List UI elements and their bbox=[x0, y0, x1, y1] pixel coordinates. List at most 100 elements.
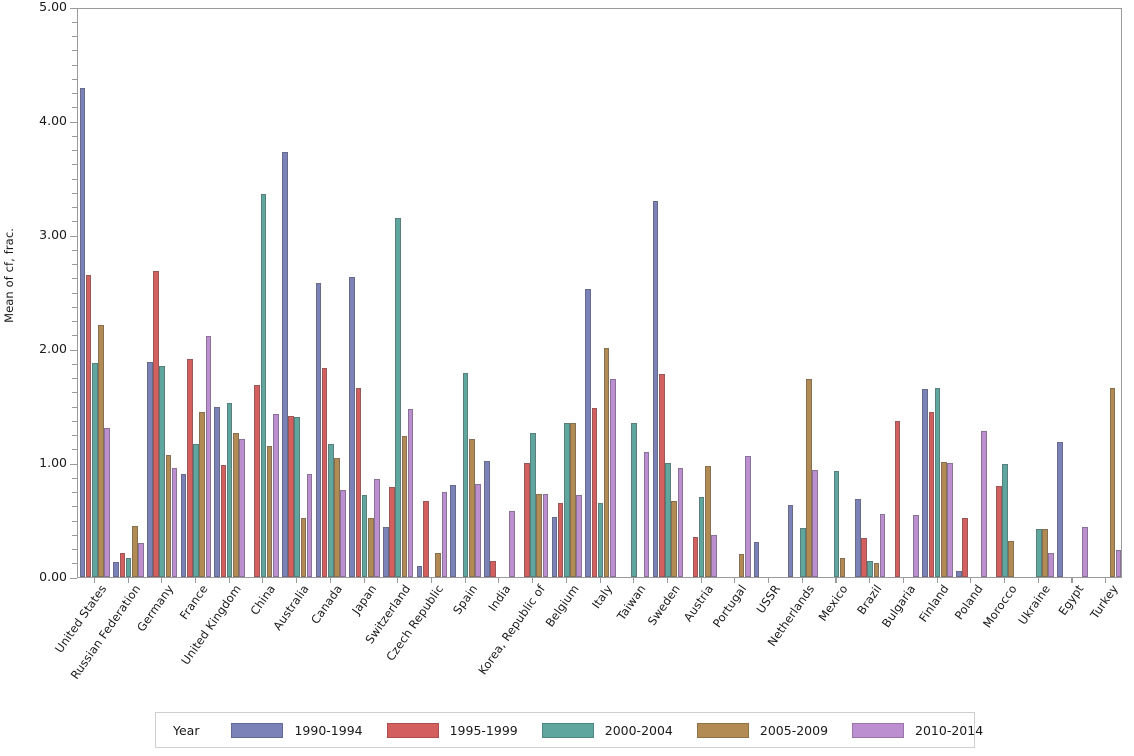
bar bbox=[104, 427, 111, 577]
bar bbox=[1035, 529, 1042, 577]
bar bbox=[79, 87, 86, 577]
bar bbox=[692, 537, 699, 577]
bar bbox=[610, 378, 616, 577]
x-tick-mark bbox=[700, 578, 702, 583]
bar bbox=[374, 478, 380, 577]
y-tick-mark bbox=[70, 7, 77, 9]
y-tick-minor-mark bbox=[72, 378, 77, 380]
x-tick-mark bbox=[734, 578, 736, 583]
legend-entry[interactable]: 2005-2009 bbox=[696, 722, 828, 738]
bar bbox=[956, 571, 962, 577]
x-tick-label-text: Korea, Republic of bbox=[474, 582, 548, 678]
x-tick-mark bbox=[1071, 578, 1073, 583]
legend-label: 2010-2014 bbox=[915, 722, 984, 738]
bar bbox=[705, 466, 711, 577]
bar bbox=[1002, 464, 1008, 577]
bar bbox=[576, 494, 582, 577]
bar bbox=[205, 336, 212, 577]
legend-entry[interactable]: 1990-1994 bbox=[231, 722, 363, 738]
bar bbox=[214, 407, 221, 577]
x-tick-label-text: Japan bbox=[348, 582, 379, 617]
bar bbox=[940, 461, 947, 577]
x-tick-mark bbox=[835, 578, 837, 583]
x-tick-label-text: Egypt bbox=[1055, 582, 1087, 618]
bar bbox=[806, 378, 812, 577]
legend-entry[interactable]: 1995-1999 bbox=[386, 722, 518, 738]
y-tick-minor-mark bbox=[72, 207, 77, 209]
legend-label: 2000-2004 bbox=[604, 722, 673, 738]
bar bbox=[85, 274, 92, 577]
bar bbox=[536, 493, 543, 577]
x-tick-mark bbox=[801, 578, 803, 583]
x-tick-label-text: Canada bbox=[308, 582, 346, 627]
y-tick-minor-mark bbox=[72, 36, 77, 38]
bar bbox=[524, 463, 530, 577]
y-tick-minor-mark bbox=[72, 249, 77, 251]
bar bbox=[894, 420, 901, 577]
bar bbox=[787, 505, 794, 577]
y-tick-minor-mark bbox=[72, 335, 77, 337]
bar bbox=[226, 402, 233, 577]
bar bbox=[422, 500, 429, 577]
bar bbox=[383, 526, 389, 577]
bar bbox=[294, 417, 300, 577]
y-tick-minor-mark bbox=[72, 563, 77, 565]
y-tick-minor-mark bbox=[72, 150, 77, 152]
y-axis-tick-labels: 0.00 1.00 2.00 3.00 4.00 5.00 bbox=[10, 0, 67, 586]
bars-layer bbox=[78, 9, 1122, 577]
y-tick-minor-mark bbox=[72, 50, 77, 52]
bar bbox=[159, 366, 166, 577]
legend-entry[interactable]: 2000-2004 bbox=[541, 722, 673, 738]
x-tick-label-text: Bulgaria bbox=[878, 582, 919, 631]
x-tick-mark bbox=[970, 578, 972, 583]
x-tick-label-text: Finland bbox=[916, 582, 953, 625]
bar bbox=[273, 413, 279, 577]
y-tick-label: 1.00 bbox=[39, 455, 67, 470]
x-tick-label-text: USSR bbox=[753, 582, 784, 616]
bar bbox=[658, 374, 665, 577]
legend-title: Year bbox=[173, 722, 200, 738]
bar bbox=[349, 277, 355, 577]
x-tick-mark bbox=[599, 578, 601, 583]
y-tick-minor-mark bbox=[72, 492, 77, 494]
x-tick-label-text: China bbox=[247, 582, 278, 618]
bar bbox=[744, 456, 751, 577]
y-tick-minor-mark bbox=[72, 406, 77, 408]
bar bbox=[98, 325, 104, 577]
bar bbox=[186, 359, 193, 577]
bar bbox=[260, 193, 267, 577]
bar bbox=[1115, 549, 1122, 577]
y-tick-minor-mark bbox=[72, 292, 77, 294]
bar bbox=[867, 561, 873, 577]
legend-swatch bbox=[696, 722, 749, 738]
bar bbox=[1082, 526, 1088, 577]
bar bbox=[1057, 442, 1063, 577]
x-tick-label-text: United Kingdom bbox=[178, 582, 245, 668]
y-tick-label: 5.00 bbox=[39, 0, 67, 14]
x-tick-mark bbox=[869, 578, 871, 583]
bar bbox=[281, 151, 288, 577]
y-tick-minor-mark bbox=[72, 192, 77, 194]
y-tick-label: 4.00 bbox=[39, 113, 67, 128]
bar bbox=[138, 542, 144, 577]
bar bbox=[677, 467, 684, 577]
y-tick-minor-mark bbox=[72, 534, 77, 536]
bar bbox=[947, 463, 953, 577]
bar bbox=[435, 553, 441, 577]
bar bbox=[490, 561, 496, 577]
legend-entries: 1990-1994 1995-1999 2000-2004 2005-2009 2010… bbox=[207, 722, 984, 738]
x-tick-mark bbox=[1004, 578, 1006, 583]
bar bbox=[389, 486, 395, 577]
bar bbox=[980, 431, 987, 577]
legend-entry[interactable]: 2010-2014 bbox=[852, 722, 984, 738]
bar bbox=[934, 387, 941, 577]
x-tick-mark bbox=[430, 578, 433, 583]
bar bbox=[1008, 540, 1014, 577]
bar bbox=[119, 553, 126, 577]
bar bbox=[334, 458, 340, 577]
x-tick-mark bbox=[1037, 578, 1039, 583]
bar bbox=[698, 497, 705, 577]
bar bbox=[996, 485, 1002, 577]
plot-area bbox=[77, 8, 1122, 578]
x-tick-mark bbox=[936, 578, 938, 583]
